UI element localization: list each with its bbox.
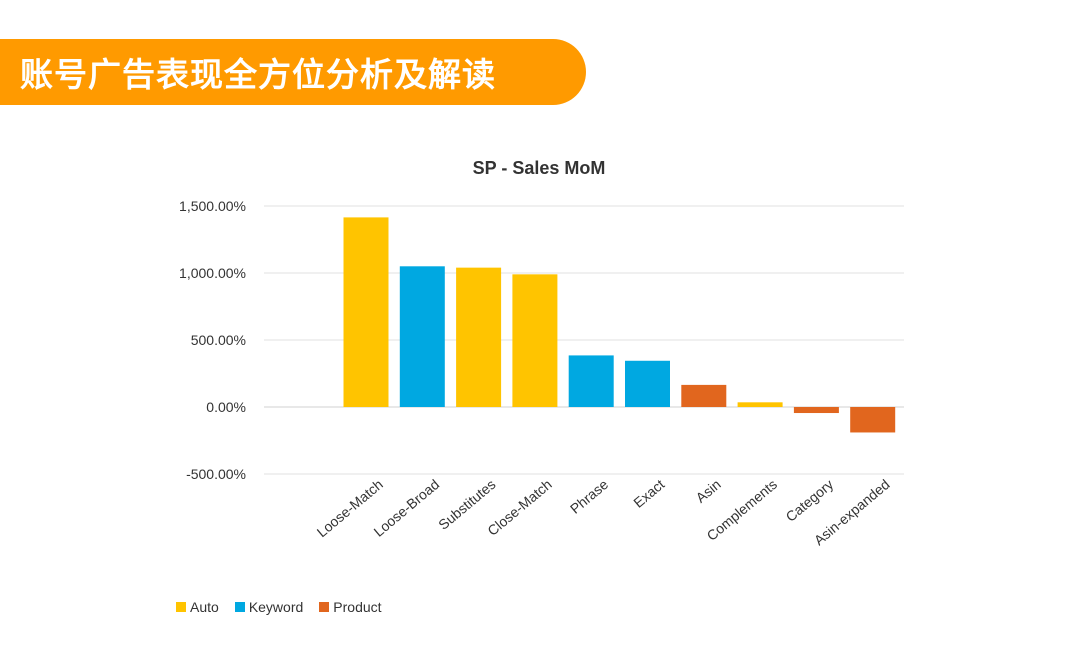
x-tick-label: Phrase <box>567 476 611 517</box>
bar <box>343 217 389 407</box>
bar <box>456 267 502 407</box>
bar <box>850 407 896 433</box>
y-tick-label: 0.00% <box>206 399 246 415</box>
legend-item: Keyword <box>234 599 304 615</box>
x-tick-label: Asin <box>693 476 724 506</box>
legend-item: Product <box>319 599 382 615</box>
bar <box>399 266 445 407</box>
legend-swatch <box>176 602 186 612</box>
legend-label: Auto <box>190 599 219 615</box>
chart-legend: Auto Keyword Product <box>176 599 382 615</box>
legend-label: Product <box>333 599 382 615</box>
y-tick-label: 1,000.00% <box>179 265 246 281</box>
y-tick-label: -500.00% <box>186 466 246 482</box>
x-tick-label: Exact <box>630 476 667 511</box>
bar <box>568 355 614 407</box>
title-banner: 账号广告表现全方位分析及解读 <box>0 39 586 105</box>
y-tick-label: 1,500.00% <box>179 198 246 214</box>
bar <box>512 274 558 407</box>
bar <box>737 402 783 407</box>
legend-swatch <box>234 602 245 612</box>
chart-title: SP - Sales MoM <box>473 158 606 178</box>
legend-swatch <box>319 602 330 612</box>
legend-item: Auto <box>176 599 219 615</box>
bar <box>793 407 839 414</box>
page-title: 账号广告表现全方位分析及解读 <box>20 55 496 94</box>
bar <box>625 360 670 407</box>
x-tick-label: Category <box>783 476 837 525</box>
bar <box>681 384 727 407</box>
y-tick-label: 500.00% <box>191 332 246 348</box>
legend-label: Keyword <box>248 599 304 615</box>
